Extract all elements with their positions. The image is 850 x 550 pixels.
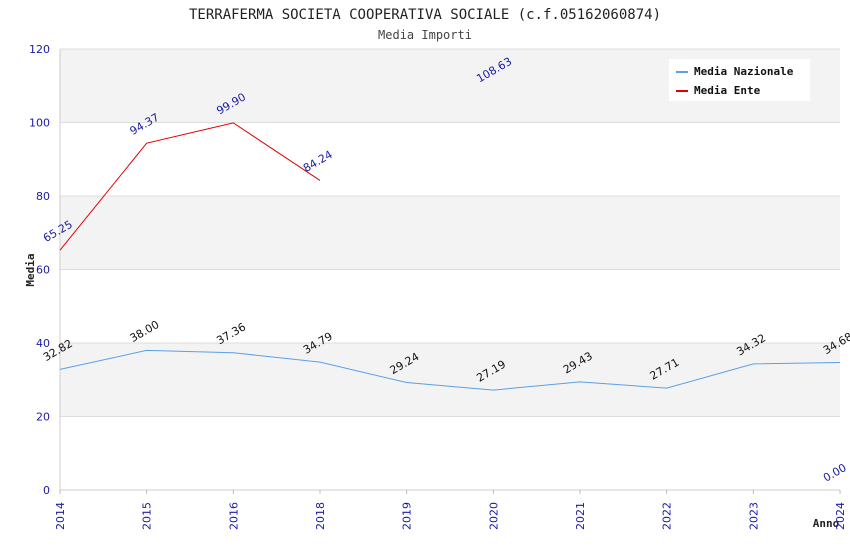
y-tick-label: 120: [29, 43, 50, 56]
legend: Media Nazionale Media Ente: [669, 59, 810, 101]
x-tick-label: 2018: [314, 502, 327, 530]
x-tick-label: 2016: [227, 502, 240, 530]
x-tick-label: 2022: [661, 502, 674, 530]
chart-title: TERRAFERMA SOCIETA COOPERATIVA SOCIALE (…: [189, 7, 661, 23]
chart-subtitle: Media Importi: [378, 28, 472, 42]
grid-band: [60, 416, 840, 490]
grid-band: [60, 343, 840, 417]
legend-label-media-nazionale: Media Nazionale: [694, 65, 794, 78]
x-tick-labels: 2014 2015 2016 2018 2019 2020 2021 2022 2023 2024: [54, 490, 847, 530]
series-line-media-nazionale: [59, 349, 841, 391]
y-tick-label: 40: [36, 337, 50, 350]
y-tick-label: 20: [36, 411, 50, 424]
y-tick-label: 100: [29, 117, 50, 130]
grid-band: [60, 269, 840, 343]
grid-lines: [60, 48, 840, 417]
x-axis-title: Anno: [813, 517, 840, 530]
y-tick-labels: 0 20 40 60 80 100 120: [29, 43, 50, 497]
y-tick-label: 60: [36, 264, 50, 277]
series-layer: [59, 122, 841, 391]
y-tick-label: 0: [43, 484, 50, 497]
grid-band: [60, 122, 840, 196]
x-tick-label: 2020: [487, 502, 500, 530]
y-tick-label: 80: [36, 190, 50, 203]
legend-box: [669, 59, 810, 101]
x-tick-label: 2023: [747, 502, 760, 530]
x-tick-label: 2019: [401, 502, 414, 530]
x-tick-label: 2015: [141, 502, 154, 530]
grid-band: [60, 196, 840, 270]
y-axis-title: Media: [24, 253, 37, 286]
series-line-media-ente: [59, 122, 321, 251]
x-tick-label: 2014: [54, 502, 67, 530]
x-tick-label: 2021: [574, 502, 587, 530]
x-tick-label: 2024: [834, 502, 847, 530]
legend-label-media-ente: Media Ente: [694, 84, 761, 97]
